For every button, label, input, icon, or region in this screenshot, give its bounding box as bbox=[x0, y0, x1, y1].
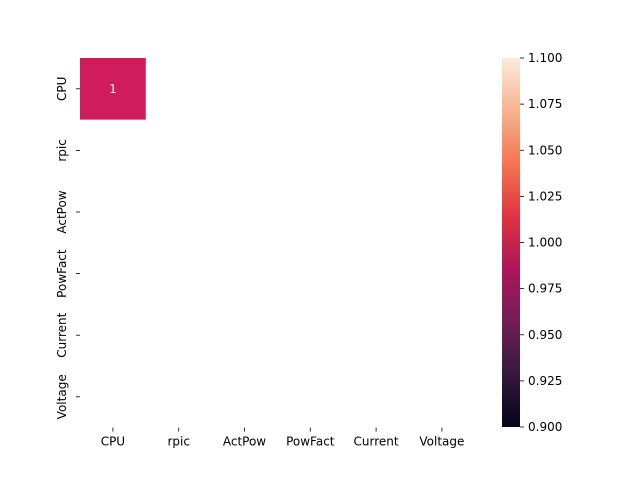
colorbar-tick-label: 1.025 bbox=[528, 189, 562, 203]
colorbar-gradient bbox=[502, 58, 520, 427]
colorbar-tick-label: 1.075 bbox=[528, 97, 562, 111]
colorbar-tick-label: 0.925 bbox=[528, 374, 562, 388]
heatmap-cell bbox=[80, 58, 146, 120]
colorbar-tick-label: 0.975 bbox=[528, 282, 562, 296]
colorbar-tick-label: 0.900 bbox=[528, 420, 562, 434]
x-tick-label: Current bbox=[354, 435, 399, 449]
cell-annotation: 1 bbox=[109, 82, 117, 96]
y-tick-label: Current bbox=[55, 312, 69, 357]
x-tick-label: ActPow bbox=[223, 435, 266, 449]
colorbar-tick-label: 0.950 bbox=[528, 328, 562, 342]
y-tick-label: Voltage bbox=[55, 374, 69, 419]
colorbar-tick-label: 1.100 bbox=[528, 51, 562, 65]
x-tick-label: Voltage bbox=[419, 435, 464, 449]
x-tick-label: rpic bbox=[167, 435, 189, 449]
colorbar: 0.900 0.925 0.950 0.975 1.000 1.025 1.050 1.075… bbox=[502, 51, 562, 434]
colorbar-tick-label: 1.000 bbox=[528, 236, 562, 250]
colorbar-tick-label: 1.050 bbox=[528, 143, 562, 157]
y-tick-label: rpic bbox=[55, 139, 69, 161]
y-tick-label: PowFact bbox=[55, 249, 69, 298]
y-tick-label: ActPow bbox=[55, 190, 69, 233]
x-tick-label: CPU bbox=[101, 435, 125, 449]
heatmap-plot-area: 1 CPU rpic ActPow PowFact Current Voltage CPU rp… bbox=[55, 58, 464, 449]
y-tick-label: CPU bbox=[55, 77, 69, 101]
x-tick-label: PowFact bbox=[286, 435, 335, 449]
